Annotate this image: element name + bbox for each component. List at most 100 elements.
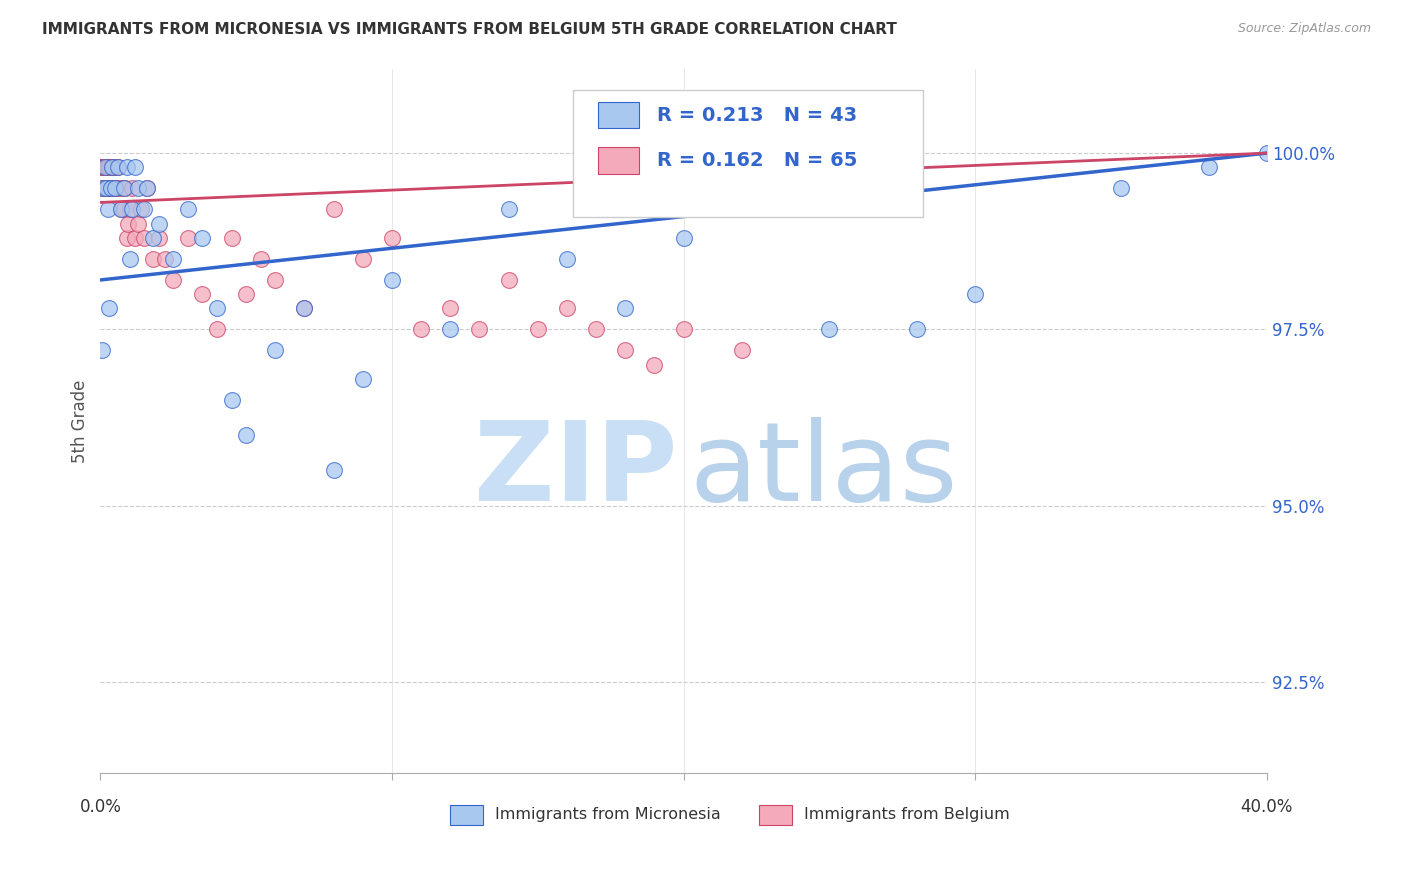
Text: atlas: atlas [689,417,957,524]
Point [148,230,170,244]
Text: R = 0.162   N = 65: R = 0.162 N = 65 [657,152,858,170]
Point [110,202,132,217]
Point [191,230,214,244]
Point [498,202,520,217]
Point [264,343,287,358]
Point [124,160,146,174]
Point [555,301,578,315]
Point [93,160,115,174]
Point [235,428,257,442]
Point [91,181,114,195]
Point [731,343,754,358]
Point [91,181,114,195]
Point [104,160,127,174]
Point [100,181,122,195]
FancyBboxPatch shape [450,805,484,825]
Point [93,160,115,174]
Point [112,202,135,217]
Point [498,273,520,287]
Point [101,160,124,174]
Point [585,322,607,336]
Point [118,252,141,266]
FancyBboxPatch shape [572,90,922,217]
Point [93,160,115,174]
Point [100,181,122,195]
Text: R = 0.213   N = 43: R = 0.213 N = 43 [657,105,856,125]
Point [114,181,136,195]
Point [104,181,127,195]
Point [381,273,404,287]
Point [153,252,176,266]
Point [97,181,120,195]
Point [439,301,461,315]
Point [97,202,120,217]
Point [322,463,344,477]
Point [468,322,491,336]
Point [818,322,841,336]
Point [294,301,316,315]
Point [90,181,112,195]
Point [439,322,461,336]
Point [294,301,316,315]
Point [205,322,228,336]
Point [94,160,117,174]
Point [527,322,550,336]
Point [98,301,121,315]
Point [115,160,138,174]
Point [112,181,135,195]
Point [105,181,128,195]
Text: Immigrants from Micronesia: Immigrants from Micronesia [495,807,720,822]
Point [127,181,149,195]
Point [94,181,117,195]
Point [107,160,129,174]
FancyBboxPatch shape [599,147,640,174]
Point [905,322,928,336]
Point [98,181,121,195]
FancyBboxPatch shape [599,102,640,128]
Point [235,287,257,301]
Point [103,160,125,174]
Point [132,230,155,244]
Point [264,273,287,287]
Point [672,230,695,244]
Point [249,252,271,266]
Point [205,301,228,315]
Point [98,160,121,174]
Point [221,392,243,407]
Point [115,230,138,244]
Point [127,217,149,231]
Point [136,181,159,195]
Point [96,181,118,195]
Point [1256,146,1278,161]
Point [101,160,124,174]
Point [672,322,695,336]
Point [132,202,155,217]
Point [614,343,637,358]
Point [162,273,184,287]
Text: Immigrants from Belgium: Immigrants from Belgium [804,807,1010,822]
Point [411,322,433,336]
Point [96,181,118,195]
Point [107,160,129,174]
Point [352,252,374,266]
Point [110,202,132,217]
Point [121,202,143,217]
Point [117,217,139,231]
Point [129,202,152,217]
Point [90,343,112,358]
Point [91,160,114,174]
Point [555,252,578,266]
Text: 0.0%: 0.0% [79,798,121,816]
Point [111,181,134,195]
FancyBboxPatch shape [759,805,792,825]
Point [352,371,374,385]
Point [322,202,344,217]
Point [643,358,665,372]
Point [136,181,159,195]
Point [1109,181,1132,195]
Point [121,181,143,195]
Text: IMMIGRANTS FROM MICRONESIA VS IMMIGRANTS FROM BELGIUM 5TH GRADE CORRELATION CHAR: IMMIGRANTS FROM MICRONESIA VS IMMIGRANTS… [42,22,897,37]
Point [142,252,165,266]
Point [191,287,214,301]
Y-axis label: 5th Grade: 5th Grade [72,379,89,463]
